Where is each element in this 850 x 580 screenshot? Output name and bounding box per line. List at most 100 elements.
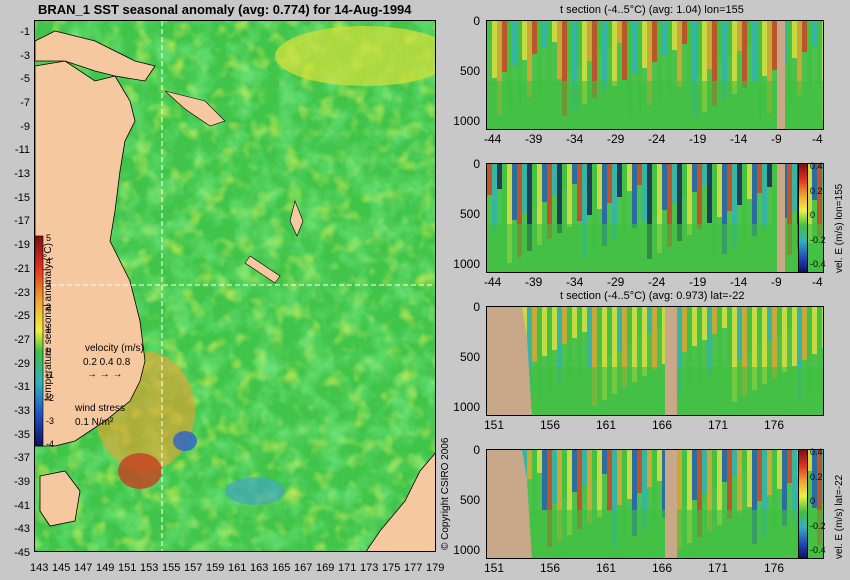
section-x-tick-label: 156 — [540, 561, 561, 575]
section-x-tick-label: -4 — [812, 275, 823, 289]
depth-tick-label: 0 — [473, 14, 480, 28]
map-colorbar-tick: -1 — [46, 370, 55, 381]
lat-tick-label: -29 — [14, 357, 30, 370]
depth-tick-label: 500 — [459, 350, 480, 364]
lat-tick-label: -1 — [20, 26, 30, 38]
section-plot — [486, 449, 824, 559]
section-x-tick-label: 161 — [596, 561, 617, 575]
cold-eddy — [173, 431, 197, 451]
lat-tick-label: -23 — [14, 286, 30, 299]
lat-tick-label: -43 — [14, 523, 30, 536]
section-x-tick-label: 176 — [764, 561, 785, 575]
section-title: t section (-4..5°C) (avg: 1.04) lon=155 — [560, 4, 744, 16]
lon-tick-label: 153 — [140, 562, 159, 574]
lat-tick-label: -7 — [20, 97, 30, 110]
velocity-colorbar — [798, 163, 808, 273]
velocity-colorbar-tick: 0 — [810, 496, 816, 506]
lat-tick-label: -25 — [14, 310, 30, 323]
section-x-tick-label: -34 — [566, 275, 584, 289]
lon-tick-label: 173 — [360, 562, 379, 574]
section-x-tick-label: -14 — [730, 132, 748, 146]
section-x-tick-label: -14 — [730, 275, 748, 289]
depth-tick-label: 500 — [459, 64, 480, 78]
section-x-tick-label: -44 — [484, 132, 502, 146]
lat-tick-label: -33 — [14, 404, 30, 417]
depth-tick-label: 1000 — [453, 257, 480, 271]
section-x-tick-label: 171 — [708, 561, 729, 575]
lon-tick-label: 155 — [162, 562, 181, 574]
lat-tick-label: -41 — [14, 499, 30, 512]
velocity-legend-arrows: → → → — [87, 369, 123, 380]
solomon-islands — [164, 90, 226, 127]
section-x-tick-label: -9 — [771, 132, 782, 146]
new-zealand-landmass — [365, 452, 435, 551]
hot-eddy — [118, 453, 162, 489]
section-plot — [486, 163, 824, 273]
copyright-text: © Copyright CSIRO 2006 — [440, 437, 451, 550]
lat-tick-label: -11 — [14, 144, 30, 157]
sst-anomaly-map: 5 4 3 2 1 0 -1 -2 -3 -4 temperature seasonal anom… — [34, 20, 436, 552]
section-x-tick-label: 166 — [652, 561, 673, 575]
section-x-tick-label: 156 — [540, 418, 561, 432]
velocity-colorbar — [798, 449, 808, 559]
australia-landmass — [35, 60, 146, 447]
map-colorbar-tick: 5 — [46, 233, 52, 243]
section-x-tick-label: -19 — [689, 275, 707, 289]
lat-tick-label: -31 — [14, 381, 30, 394]
velocity-colorbar-tick: -0.2 — [810, 234, 826, 245]
map-colorbar-tick: -2 — [46, 393, 55, 404]
velocity-colorbar-tick: -0.2 — [810, 520, 826, 531]
map-canvas — [35, 21, 435, 551]
lon-tick-label: 149 — [96, 562, 115, 574]
new-guinea-landmass — [35, 30, 156, 82]
section-x-tick-label: -24 — [648, 275, 666, 289]
vanuatu — [289, 200, 304, 237]
lat-tick-label: -27 — [14, 333, 30, 346]
map-colorbar-tick: -3 — [46, 416, 55, 427]
velocity-colorbar-tick: 0 — [810, 210, 816, 220]
lon-tick-label: 165 — [272, 562, 291, 574]
lat-tick-label: -13 — [14, 168, 30, 181]
depth-tick-label: 500 — [459, 207, 480, 221]
wind-legend-value: 0.1 N/m² — [75, 417, 114, 428]
lon-tick-label: 177 — [404, 562, 423, 574]
section-x-tick-label: 171 — [708, 418, 729, 432]
tasmania-landmass — [39, 470, 81, 527]
lon-tick-label: 163 — [250, 562, 269, 574]
section-title: t section (-4..5°C) (avg: 0.973) lat=-22 — [560, 290, 745, 302]
depth-tick-label: 0 — [473, 300, 480, 314]
map-colorbar-tick: -4 — [46, 439, 55, 449]
lon-tick-label: 161 — [228, 562, 247, 574]
warm-anomaly-north — [275, 26, 435, 86]
depth-tick-label: 1000 — [453, 114, 480, 128]
velocity-colorbar-label: vel. E (m/s) lon=155 — [834, 183, 845, 273]
lat-tick-label: -37 — [14, 452, 30, 465]
lat-tick-label: -5 — [20, 73, 30, 86]
cold-anomaly — [225, 477, 285, 505]
section-x-tick-label: 176 — [764, 418, 785, 432]
section-x-tick-label: -29 — [607, 132, 625, 146]
lon-tick-label: 171 — [338, 562, 357, 574]
lat-tick-label: -17 — [14, 215, 30, 228]
section-x-tick-label: 151 — [484, 561, 505, 575]
map-colorbar-tick: 2 — [46, 301, 52, 312]
section-x-tick-label: -34 — [566, 132, 584, 146]
lat-tick-label: -35 — [14, 428, 30, 441]
lon-tick-label: 157 — [184, 562, 203, 574]
lat-tick-label: -45 — [14, 547, 30, 559]
depth-tick-label: 500 — [459, 493, 480, 507]
section-x-tick-label: -39 — [525, 132, 543, 146]
depth-tick-label: 0 — [473, 443, 480, 457]
map-colorbar-label: temperature seasonal anomaly (°C) — [43, 243, 54, 401]
depth-tick-label: 0 — [473, 157, 480, 171]
section-x-tick-label: -39 — [525, 275, 543, 289]
lon-tick-label: 169 — [316, 562, 335, 574]
map-colorbar — [35, 235, 44, 447]
section-x-tick-label: 151 — [484, 418, 505, 432]
section-plot — [486, 20, 824, 130]
lon-tick-label: 143 — [30, 562, 49, 574]
lat-tick-label: -15 — [14, 191, 30, 204]
depth-tick-label: 1000 — [453, 400, 480, 414]
velocity-colorbar-tick: 0.2 — [810, 471, 823, 482]
section-x-tick-label: 161 — [596, 418, 617, 432]
